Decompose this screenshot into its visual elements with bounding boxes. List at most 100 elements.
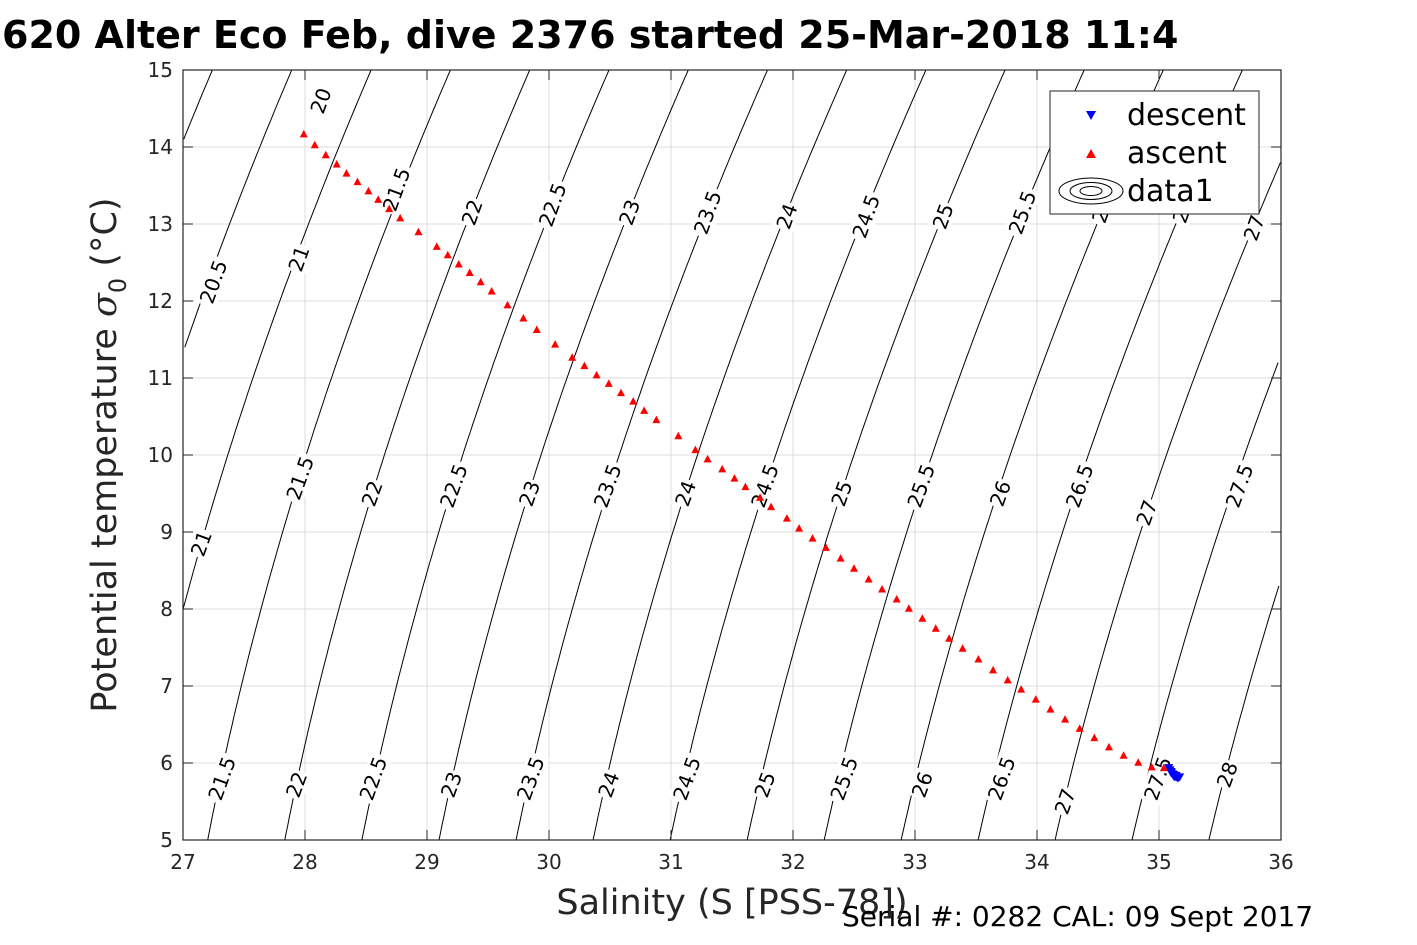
contour-label: 21.5 (281, 450, 319, 506)
x-tick-label: 33 (902, 850, 927, 874)
contour-line (1131, 362, 1279, 841)
contour-label-bg (1212, 757, 1243, 792)
contour-label-bg (283, 241, 315, 276)
ascent-point (1017, 685, 1026, 693)
ascent-point (931, 624, 940, 632)
x-tick-label: 32 (780, 850, 805, 874)
contour-line (183, 69, 213, 140)
ascent-point (691, 445, 700, 454)
x-tick-label: 28 (292, 850, 317, 874)
ascent-point (1159, 763, 1168, 772)
ascent-point (864, 574, 873, 583)
contour-label: 24 (670, 476, 701, 511)
contour-label-text: 23 (436, 769, 467, 801)
contour-line (284, 69, 531, 841)
contour-label: 27 (1239, 210, 1270, 245)
contour-label: 23.5 (511, 751, 550, 806)
contour-label: 21.5 (203, 751, 241, 806)
contour-label: 22.5 (434, 458, 473, 514)
ascent-point (551, 340, 560, 348)
contour-label: 26 (985, 476, 1016, 511)
contour-label-bg (456, 195, 488, 230)
contour-label-text: 23.5 (512, 753, 550, 803)
contour-label: 27 (1131, 495, 1162, 530)
ascent-point (364, 186, 373, 195)
contour-label-bg (825, 751, 864, 806)
contour-label-text: 22 (356, 477, 387, 509)
contour-label-text: 22 (281, 769, 312, 801)
contour-label-bg (982, 751, 1021, 806)
contour-label-bg (434, 458, 473, 514)
x-axis-label: Salinity (S [PSS-78]) (556, 883, 907, 923)
ascent-point (385, 204, 394, 213)
ascent-point (974, 655, 983, 663)
ascent-point (568, 353, 577, 361)
contour-label: 24.5 (668, 751, 706, 806)
contour-label: 24 (593, 767, 624, 802)
y-tick-label: 13 (148, 212, 173, 236)
contour-label-bg (436, 767, 467, 802)
x-axis-ticks: 27 28 29 30 31 32 33 34 35 36 (170, 70, 1294, 874)
contour-label-text: 27 (1239, 212, 1270, 244)
ascent-point (353, 177, 362, 186)
contour-label-bg (1060, 458, 1099, 514)
contour-label-bg (281, 767, 312, 802)
contour-label: 25 (826, 476, 857, 511)
chart-title: 620 Alter Eco Feb, dive 2376 started 25-… (2, 13, 1179, 57)
y-tick-label: 5 (160, 828, 173, 852)
contour-label-text: 20.5 (195, 257, 233, 307)
contour-line (438, 69, 689, 841)
y-axis-label-unit: (°C) (85, 197, 125, 277)
contour-label: 26.5 (982, 751, 1021, 806)
ascent-point (629, 397, 638, 405)
ascent-point (503, 300, 512, 309)
ascent-point (892, 594, 901, 603)
x-tick-label: 35 (1146, 850, 1171, 874)
contour-line (592, 69, 848, 841)
contour-label-bg (356, 476, 388, 511)
contour-label-bg (533, 177, 572, 233)
ascent-point (640, 406, 649, 414)
contour-label-text: 27.5 (1221, 461, 1259, 511)
legend-descent-marker (1086, 111, 1096, 120)
contour-label: 27.5 (1220, 458, 1259, 514)
ascent-point (1090, 733, 1099, 742)
contour-label-text: 21 (283, 243, 314, 275)
legend-descent-label: descent (1127, 98, 1246, 133)
contour-label-text: 23.5 (689, 187, 727, 237)
x-tick-label: 36 (1268, 850, 1293, 874)
descent-point (1171, 771, 1181, 780)
ascent-point (1134, 758, 1143, 766)
contour-label-bg (826, 476, 857, 511)
contour-label-text: 25.5 (902, 461, 940, 511)
contour-label-text: 24 (771, 200, 802, 232)
contour-label-text: 24 (593, 769, 624, 801)
contour-label-bg (927, 199, 959, 234)
contour-label-bg (354, 751, 393, 806)
legend[interactable]: descent ascent data1 (1049, 90, 1260, 215)
ascent-point (741, 482, 750, 491)
contour-label-text: 26 (985, 477, 1016, 509)
ascent-point (718, 464, 727, 473)
contour-label: 25 (749, 767, 781, 802)
legend-ascent-label: ascent (1127, 136, 1227, 171)
contour-label: 24.5 (746, 458, 784, 514)
y-axis-label-sigma: σ (85, 292, 125, 317)
contour-label-bg (746, 458, 784, 514)
contour-label-bg (1220, 458, 1259, 514)
contour-label-bg (668, 751, 706, 806)
contour-label-text: 24.5 (668, 753, 706, 803)
contour-label-text: 21.5 (378, 164, 416, 214)
contour-label-bg (771, 199, 803, 234)
ascent-point (476, 277, 485, 286)
contour-label-text: 23.5 (589, 461, 627, 511)
contour-label-bg (614, 195, 645, 230)
contour-line (1208, 585, 1280, 841)
ascent-point (1046, 705, 1055, 713)
x-tick-label: 30 (536, 850, 561, 874)
ascent-point (432, 242, 441, 250)
contour-label: 28 (1212, 757, 1243, 792)
contour-label-bg (511, 751, 550, 806)
contour-label-bg (281, 450, 319, 506)
ascent-point (878, 584, 887, 593)
